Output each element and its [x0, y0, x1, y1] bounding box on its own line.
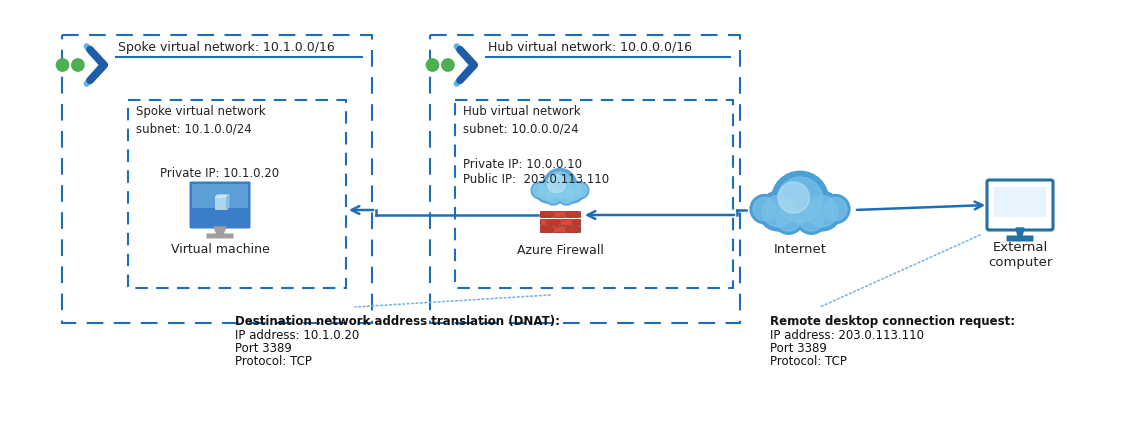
Circle shape [564, 182, 582, 201]
FancyBboxPatch shape [1006, 236, 1034, 241]
Circle shape [762, 195, 794, 227]
Circle shape [574, 184, 588, 197]
Circle shape [778, 177, 823, 223]
Text: Private IP: 10.1.0.20: Private IP: 10.1.0.20 [161, 167, 280, 180]
Text: Port 3389: Port 3389 [235, 342, 292, 355]
Text: Internet: Internet [773, 243, 826, 256]
Circle shape [544, 187, 563, 205]
Text: Remote desktop connection request:: Remote desktop connection request: [770, 315, 1015, 328]
Circle shape [547, 189, 560, 203]
Text: IP address: 203.0.113.110: IP address: 203.0.113.110 [770, 329, 924, 342]
Text: Hub virtual network
subnet: 10.0.0.0/24: Hub virtual network subnet: 10.0.0.0/24 [463, 105, 581, 135]
Circle shape [427, 59, 439, 71]
Circle shape [758, 191, 798, 231]
Circle shape [778, 182, 809, 213]
Circle shape [572, 182, 589, 199]
Text: Public IP:  203.0.113.110: Public IP: 203.0.113.110 [463, 173, 609, 186]
FancyBboxPatch shape [206, 233, 233, 239]
Polygon shape [1017, 228, 1024, 236]
Circle shape [535, 180, 559, 203]
Polygon shape [226, 195, 229, 209]
Text: External
computer: External computer [988, 241, 1052, 269]
Text: Spoke virtual network
subnet: 10.1.0.0/24: Spoke virtual network subnet: 10.1.0.0/2… [136, 105, 266, 135]
Circle shape [558, 187, 575, 205]
FancyBboxPatch shape [987, 180, 1053, 230]
Circle shape [539, 182, 557, 201]
Circle shape [533, 184, 547, 197]
FancyBboxPatch shape [189, 181, 250, 228]
Circle shape [771, 171, 829, 228]
Circle shape [441, 59, 454, 71]
Circle shape [821, 194, 850, 224]
Text: Virtual machine: Virtual machine [171, 243, 269, 256]
Polygon shape [215, 195, 229, 197]
Text: Azure Firewall: Azure Firewall [516, 244, 603, 257]
Circle shape [561, 180, 584, 203]
FancyBboxPatch shape [540, 226, 552, 232]
FancyBboxPatch shape [215, 197, 226, 209]
FancyBboxPatch shape [547, 218, 558, 225]
Circle shape [753, 197, 777, 221]
Circle shape [799, 206, 824, 231]
Circle shape [751, 194, 779, 224]
Circle shape [531, 182, 548, 199]
Circle shape [824, 197, 847, 221]
FancyBboxPatch shape [566, 211, 578, 217]
Text: Spoke virtual network: 10.1.0.0/16: Spoke virtual network: 10.1.0.0/16 [118, 41, 335, 54]
Text: Hub virtual network: 10.0.0.0/16: Hub virtual network: 10.0.0.0/16 [488, 41, 692, 54]
Circle shape [547, 172, 573, 198]
FancyBboxPatch shape [994, 187, 1046, 217]
Circle shape [806, 195, 838, 227]
FancyBboxPatch shape [566, 226, 578, 232]
Circle shape [796, 203, 827, 234]
FancyBboxPatch shape [554, 226, 565, 232]
FancyBboxPatch shape [559, 218, 572, 225]
Circle shape [803, 191, 841, 231]
FancyBboxPatch shape [554, 211, 565, 217]
Text: Port 3389: Port 3389 [770, 342, 826, 355]
Circle shape [543, 168, 576, 201]
Circle shape [777, 206, 801, 231]
Text: Destination network address translation (DNAT):: Destination network address translation … [235, 315, 560, 328]
Circle shape [559, 189, 574, 203]
Circle shape [57, 59, 69, 71]
Text: Private IP: 10.0.0.10: Private IP: 10.0.0.10 [463, 158, 582, 171]
Text: Protocol: TCP: Protocol: TCP [235, 355, 312, 368]
FancyBboxPatch shape [192, 184, 248, 208]
Circle shape [71, 59, 84, 71]
Text: Protocol: TCP: Protocol: TCP [770, 355, 847, 368]
Circle shape [773, 203, 804, 234]
Circle shape [548, 174, 565, 193]
FancyBboxPatch shape [540, 211, 552, 217]
Text: IP address: 10.1.0.20: IP address: 10.1.0.20 [235, 329, 359, 342]
FancyBboxPatch shape [540, 218, 546, 225]
FancyBboxPatch shape [573, 218, 580, 225]
Polygon shape [214, 227, 226, 234]
